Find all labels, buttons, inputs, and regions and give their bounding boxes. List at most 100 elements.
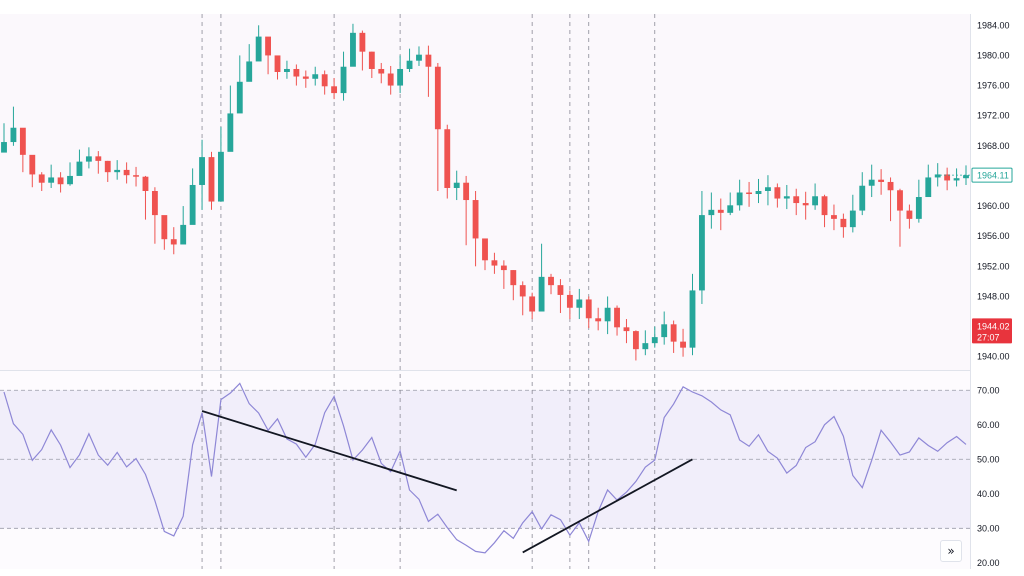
candle-86 <box>802 191 809 220</box>
candle-52 <box>482 238 488 271</box>
candle-93 <box>868 164 875 198</box>
candle-body <box>114 169 121 173</box>
price-tick-label-2: 1980.00 <box>977 50 1010 60</box>
candle-body <box>717 209 724 213</box>
candle-3 <box>19 127 26 173</box>
candle-body <box>849 210 856 228</box>
candle-27 <box>246 44 253 82</box>
candle-body <box>680 341 686 348</box>
candle-body <box>500 265 507 271</box>
candle-33 <box>302 70 309 88</box>
candle-body <box>29 154 36 175</box>
last-price-tag: 1964.11 <box>971 167 1013 183</box>
candle-40 <box>368 51 375 79</box>
candle-11 <box>95 151 102 174</box>
candle-37 <box>340 51 347 101</box>
candle-body <box>217 151 224 202</box>
candle-body <box>802 203 809 206</box>
candle-body <box>953 178 960 181</box>
candle-7 <box>57 172 64 193</box>
candle-82 <box>765 175 771 206</box>
candle-body <box>199 157 205 185</box>
rsi-tick-label-5: 30.00 <box>977 523 1000 533</box>
candle-57 <box>529 292 536 320</box>
price-tick-label-3: 1976.00 <box>977 81 1010 91</box>
candle-91 <box>849 194 856 233</box>
candle-body <box>944 174 951 181</box>
candle-body <box>868 179 875 186</box>
candle-63 <box>585 296 592 329</box>
candle-92 <box>859 172 866 216</box>
candle-body <box>746 192 753 195</box>
candle-body <box>350 32 356 67</box>
candle-body <box>859 185 866 211</box>
current-price-tag-box <box>972 318 1012 344</box>
candle-16 <box>142 175 149 220</box>
candle-96 <box>897 188 903 247</box>
last-price-tag-box <box>971 167 1013 183</box>
candle-94 <box>878 169 885 195</box>
candle-body <box>708 209 715 216</box>
candle-body <box>236 81 243 114</box>
candle-54 <box>500 260 507 289</box>
candle-83 <box>774 183 781 208</box>
candle-1 <box>1 123 7 153</box>
candle-body <box>368 51 375 69</box>
candle-body <box>793 196 800 204</box>
candle-60 <box>557 279 564 314</box>
candle-body <box>934 174 941 178</box>
candle-2 <box>10 106 17 146</box>
candle-body <box>189 184 196 225</box>
candle-4 <box>29 154 36 188</box>
candle-14 <box>123 162 130 184</box>
candle-77 <box>717 198 724 231</box>
rsi-bands <box>0 389 970 529</box>
candle-45 <box>416 46 422 66</box>
candles <box>1 23 969 361</box>
candle-body <box>180 224 187 245</box>
candle-body <box>170 239 177 245</box>
candle-65 <box>604 296 611 335</box>
candle-48 <box>444 124 451 199</box>
candle-body <box>57 177 64 185</box>
candle-body <box>698 215 705 291</box>
candle-29 <box>265 36 272 75</box>
candle-body <box>387 73 394 86</box>
candle-body <box>519 285 526 297</box>
candle-body <box>48 177 55 183</box>
candle-90 <box>840 213 847 238</box>
candle-body <box>727 205 734 213</box>
candle-body <box>274 55 281 72</box>
candle-35 <box>321 70 328 95</box>
candle-body <box>491 260 498 266</box>
candle-body <box>397 68 404 86</box>
candle-body <box>161 215 168 240</box>
candle-53 <box>491 252 498 274</box>
price-tick-label-9: 1952.00 <box>977 261 1010 271</box>
candle-102 <box>953 168 960 187</box>
candle-body <box>906 210 913 219</box>
candle-78 <box>727 192 734 216</box>
candle-body <box>651 337 658 344</box>
candle-22 <box>199 139 205 210</box>
candle-97 <box>906 204 913 229</box>
candle-88 <box>821 194 828 228</box>
candle-89 <box>831 204 837 231</box>
candle-body <box>689 290 696 348</box>
candle-9 <box>76 149 83 176</box>
scroll-to-realtime-button[interactable]: » <box>940 540 962 562</box>
candle-55 <box>510 270 517 301</box>
candle-body <box>246 61 253 82</box>
candle-body <box>557 285 564 295</box>
candle-17 <box>151 187 158 244</box>
candle-31 <box>284 60 290 79</box>
candle-36 <box>331 78 338 100</box>
candle-body <box>831 215 837 219</box>
candle-41 <box>378 62 385 84</box>
candle-body <box>529 296 536 312</box>
candle-6 <box>48 164 55 188</box>
candle-13 <box>114 160 121 180</box>
